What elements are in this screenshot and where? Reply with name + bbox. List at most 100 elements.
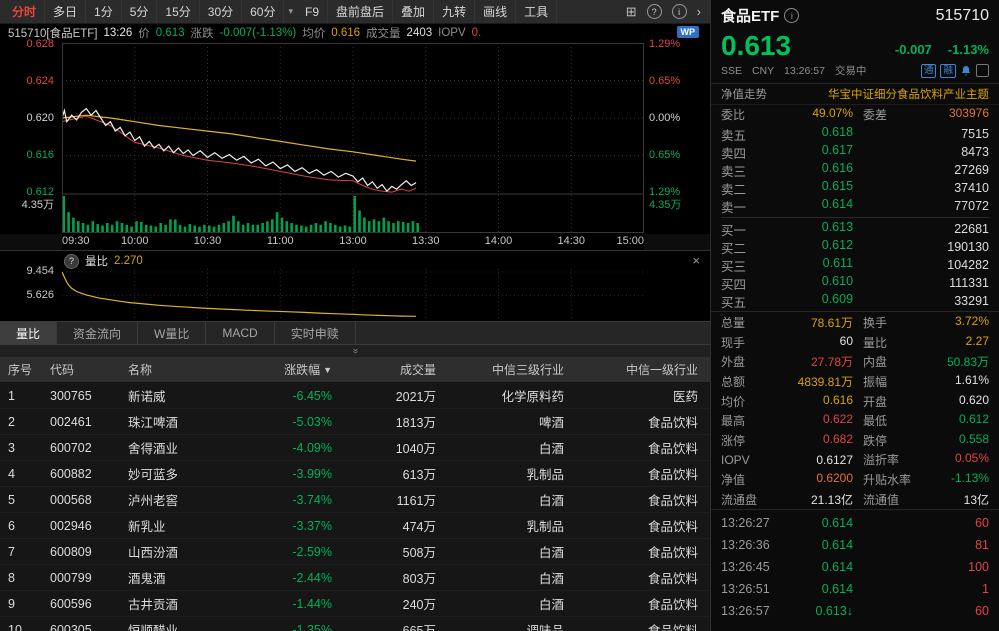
info-icon[interactable]: i <box>671 4 687 19</box>
down-arrow-icon: ↓ <box>846 603 854 618</box>
quote-panel: 食品ETF i 515710 0.613 -0.007 -1.13% SSE C… <box>710 0 999 631</box>
help-icon[interactable]: ? <box>646 4 662 19</box>
close-icon[interactable]: × <box>692 253 700 268</box>
level-label: 卖二 <box>721 182 747 197</box>
window-icon[interactable] <box>976 64 989 77</box>
table-row[interactable]: 5 000568 泸州老窖 -3.74% 1161万 白酒 食品饮料 <box>0 487 710 513</box>
period-tab[interactable]: 30分 <box>200 0 243 23</box>
table-row[interactable]: 9 600596 古井贡酒 -1.44% 240万 白酒 食品饮料 <box>0 591 710 617</box>
indicator-tab[interactable]: 资金流向 <box>57 322 139 344</box>
panel-title-wrap: 食品ETF i <box>721 5 800 26</box>
price-change-pct: -1.13% <box>947 42 989 57</box>
chart-info-bar: 515710[食品ETF] 13:26 价 0.613 涨跌 -0.007(-1… <box>0 24 710 42</box>
nav-trend-row[interactable]: 净值走势 华宝中证细分食品饮料产业主题 <box>711 84 999 105</box>
table-row[interactable]: 8 000799 酒鬼酒 -2.44% 803万 白酒 食品饮料 <box>0 565 710 591</box>
ask-row[interactable]: 卖三 0.616 27269 <box>711 161 999 179</box>
th-industry-l3[interactable]: 中信三级行业 <box>491 363 564 377</box>
chevron-right-icon[interactable]: › <box>696 4 701 19</box>
toolbar-action[interactable]: 工具 <box>516 0 558 23</box>
iopv-value: 0. <box>471 27 482 39</box>
th-code[interactable]: 代码 <box>50 363 75 377</box>
period-tab[interactable]: 多日 <box>45 0 87 23</box>
table-row[interactable]: 1 300765 新诺威 -6.45% 2021万 化学原料药 医药 <box>0 383 710 409</box>
stat-value: 2.27 <box>965 333 989 348</box>
stock-volume: 474万 <box>402 520 436 534</box>
bid-row[interactable]: 买一 0.613 22681 <box>711 220 999 238</box>
bid-row[interactable]: 买二 0.612 190130 <box>711 238 999 256</box>
period-tab[interactable]: 分时 <box>4 0 46 23</box>
bid-row[interactable]: 买三 0.611 104282 <box>711 256 999 274</box>
stat-label: IOPV <box>721 452 750 467</box>
th-volume[interactable]: 成交量 <box>399 363 436 377</box>
period-tab[interactable]: 1分 <box>86 0 122 23</box>
ask-row[interactable]: 卖五 0.618 7515 <box>711 125 999 143</box>
iopv-label: IOPV <box>438 27 466 39</box>
toolbar-action[interactable]: 九转 <box>434 0 476 23</box>
period-tab[interactable]: 15分 <box>157 0 200 23</box>
wp-badge[interactable]: WP <box>676 26 699 38</box>
stats-row: 总量 78.61万 换手 3.72% <box>711 313 999 333</box>
nav-trend-value: 华宝中证细分食品饮料产业主题 <box>828 89 989 101</box>
bell-icon[interactable] <box>960 65 972 77</box>
industry-l1: 医药 <box>672 390 698 404</box>
th-industry-l1[interactable]: 中信一级行业 <box>625 363 698 377</box>
indicator-tab[interactable]: W量比 <box>138 322 207 344</box>
th-change[interactable]: 涨跌幅 ▼ <box>242 361 338 378</box>
tick-row: 13:26:57 0.613↓ 60 <box>711 600 999 622</box>
period-tab[interactable]: 5分 <box>122 0 158 23</box>
toolbar-action[interactable]: 盘前盘后 <box>328 0 394 23</box>
stock-name: 恒顺醋业 <box>128 624 179 631</box>
indicator-tab[interactable]: 量比 <box>0 322 58 344</box>
level-volume: 7515 <box>961 127 989 141</box>
level-price: 0.615 <box>821 178 854 193</box>
table-row[interactable]: 3 600702 舍得酒业 -4.09% 1040万 白酒 食品饮料 <box>0 435 710 461</box>
stat-label: 流通盘 <box>721 492 758 507</box>
tick-price-wrap: 0.614 <box>822 538 853 552</box>
table-row[interactable]: 10 600305 恒顺醋业 -1.35% 665万 调味品 食品饮料 <box>0 617 710 631</box>
bid-row[interactable]: 买四 0.610 111331 <box>711 274 999 292</box>
x-axis-time-label: 10:00 <box>120 235 149 247</box>
stat-value: 13亿 <box>963 492 989 507</box>
grid-icon[interactable]: ⊞ <box>625 3 637 19</box>
ask-row[interactable]: 卖一 0.614 77072 <box>711 197 999 215</box>
last-price: 0.613 <box>721 30 792 61</box>
toolbar-action[interactable]: 画线 <box>475 0 517 23</box>
stat-label: 换手 <box>863 316 888 331</box>
stat-label: 振幅 <box>863 375 888 390</box>
level-price: 0.609 <box>821 291 854 306</box>
table-row[interactable]: 7 600809 山西汾酒 -2.59% 508万 白酒 食品饮料 <box>0 539 710 565</box>
table-row[interactable]: 2 002461 珠江啤酒 -5.03% 1813万 啤酒 食品饮料 <box>0 409 710 435</box>
sub-chart[interactable] <box>62 269 644 321</box>
stat-value: 21.13亿 <box>811 492 854 507</box>
info-icon[interactable]: i <box>784 8 800 23</box>
help-icon[interactable]: ? <box>64 253 79 269</box>
ask-row[interactable]: 卖四 0.617 8473 <box>711 143 999 161</box>
main-chart[interactable] <box>62 43 644 233</box>
trading-status: 交易中 <box>834 65 867 77</box>
period-tab[interactable]: 60分 <box>242 0 285 23</box>
price-change-wrap: -0.007 -1.13% <box>895 42 989 60</box>
chevron-down-icon[interactable]: ▾ <box>288 6 294 16</box>
table-row[interactable]: 4 600882 妙可蓝多 -3.99% 613万 乳制品 食品饮料 <box>0 461 710 487</box>
industry-l1: 食品饮料 <box>647 494 698 508</box>
collapse-button[interactable]: » <box>0 345 710 357</box>
panel-title: 食品ETF <box>721 8 780 25</box>
toolbar-action[interactable]: F9 <box>297 0 329 23</box>
bid-row[interactable]: 买五 0.609 33291 <box>711 292 999 310</box>
level-price: 0.610 <box>821 273 854 288</box>
row-index: 4 <box>8 466 15 481</box>
th-name[interactable]: 名称 <box>128 363 153 377</box>
tick-price-wrap: 0.614 <box>822 582 853 596</box>
indicator-tab[interactable]: 实时申赎 <box>275 322 356 344</box>
stock-code: 300765 <box>50 388 92 403</box>
th-index[interactable]: 序号 <box>8 363 33 377</box>
stat-label: 总量 <box>721 316 746 331</box>
ask-row[interactable]: 卖二 0.615 37410 <box>711 179 999 197</box>
stat-label: 现手 <box>721 335 746 350</box>
stats-row: 涨停 0.682 跌停 0.558 <box>711 431 999 451</box>
level-label: 卖一 <box>721 200 747 215</box>
toolbar-action[interactable]: 叠加 <box>393 0 435 23</box>
indicator-tab[interactable]: MACD <box>206 322 275 344</box>
x-axis-time-label: 09:30 <box>62 235 90 247</box>
table-row[interactable]: 6 002946 新乳业 -3.37% 474万 乳制品 食品饮料 <box>0 513 710 539</box>
